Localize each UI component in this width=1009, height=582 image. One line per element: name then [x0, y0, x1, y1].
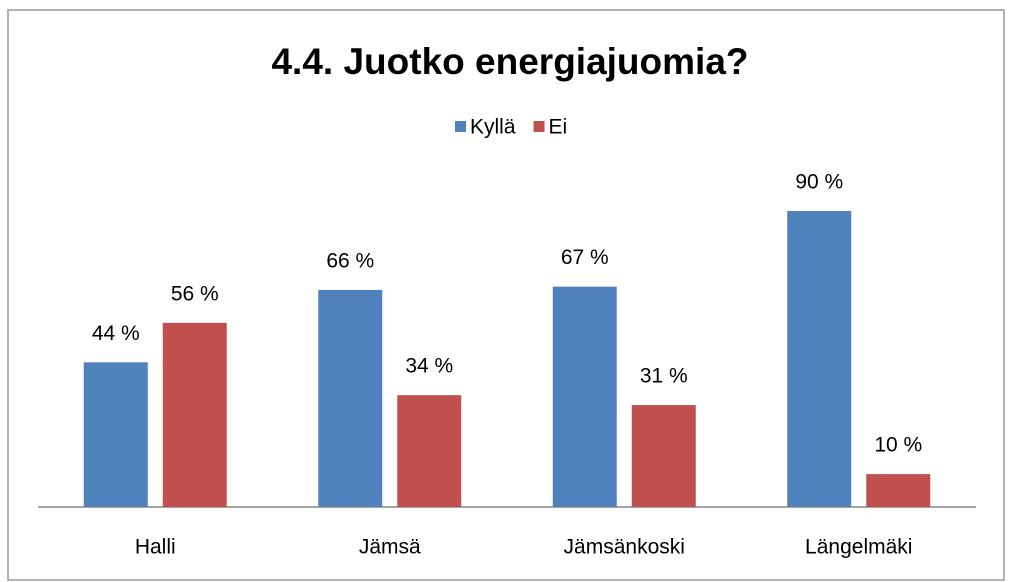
bar — [631, 405, 696, 507]
chart-title: 4.4. Juotko energiajuomia? — [271, 41, 748, 82]
legend-label: Ei — [549, 116, 568, 139]
x-tick-label: Jämsä — [359, 536, 421, 559]
legend-swatch — [455, 121, 466, 132]
legend-label: Kyllä — [470, 116, 516, 139]
x-tick-label: Halli — [135, 536, 176, 559]
bar — [787, 211, 852, 507]
bar — [318, 289, 383, 507]
x-tick-label: Längelmäki — [805, 536, 912, 559]
data-label: 66 % — [326, 249, 374, 272]
bar — [397, 395, 462, 507]
bar — [552, 286, 617, 507]
data-label: 56 % — [171, 282, 219, 305]
x-tick-label: Jämsänkoski — [564, 536, 685, 559]
data-label: 31 % — [640, 365, 688, 388]
chart-frame — [7, 9, 1005, 581]
bar — [83, 362, 148, 507]
data-label: 34 % — [405, 355, 453, 378]
legend-swatch — [533, 121, 545, 132]
bar — [866, 474, 931, 507]
bar — [162, 322, 227, 507]
data-label: 90 % — [795, 171, 843, 194]
data-label: 10 % — [874, 434, 922, 457]
data-label: 44 % — [92, 322, 140, 345]
data-label: 67 % — [561, 246, 609, 269]
